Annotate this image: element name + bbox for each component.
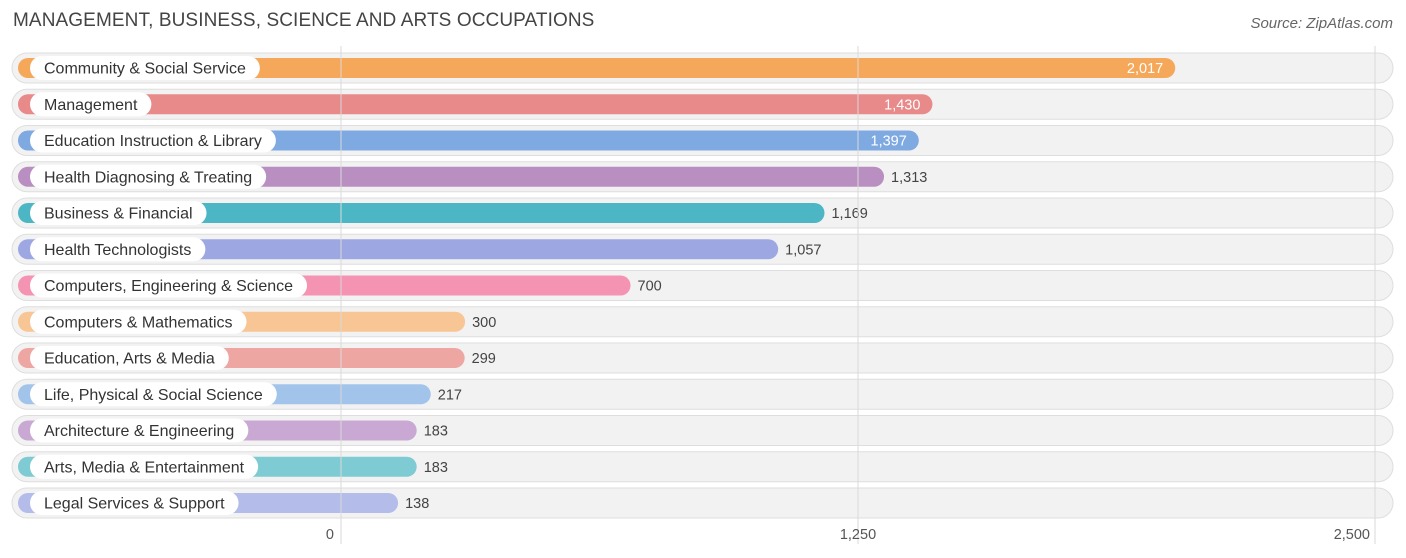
value-label: 1,057 — [785, 242, 821, 258]
bar — [18, 94, 933, 115]
gridlines — [340, 46, 1376, 544]
bar — [18, 203, 825, 223]
category-label-pill — [30, 164, 267, 189]
category-label-pill — [30, 56, 260, 80]
value-label: 1,430 — [884, 97, 920, 113]
category-label: Management — [44, 97, 138, 114]
category-label: Health Technologists — [44, 242, 191, 259]
category-label-pill — [30, 418, 249, 443]
category-label-pill — [30, 491, 239, 515]
category-label-pill — [30, 128, 276, 153]
value-label: 2,017 — [1127, 61, 1163, 77]
category-label-pill — [30, 92, 152, 117]
value-label: 1,169 — [831, 206, 867, 222]
tick-label: 0 — [326, 527, 334, 543]
category-label: Education Instruction & Library — [44, 133, 262, 150]
category-label-pill — [30, 346, 229, 370]
category-label-pill — [30, 309, 247, 334]
value-label: 1,313 — [891, 170, 927, 186]
value-label: 300 — [472, 315, 496, 331]
bar — [18, 58, 1176, 78]
value-label: 217 — [438, 387, 462, 403]
category-label: Health Diagnosing & Treating — [44, 169, 252, 186]
value-label: 138 — [405, 496, 429, 512]
category-label: Community & Social Service — [44, 61, 246, 78]
category-label-pill — [30, 273, 308, 298]
value-label: 183 — [424, 424, 448, 440]
value-label: 183 — [424, 460, 448, 476]
category-label: Arts, Media & Entertainment — [44, 459, 245, 476]
chart-title: MANAGEMENT, BUSINESS, SCIENCE AND ARTS O… — [13, 10, 595, 31]
category-label-pill — [30, 454, 259, 479]
category-label: Computers, Engineering & Science — [44, 278, 293, 295]
category-label: Architecture & Engineering — [44, 423, 234, 440]
category-label: Legal Services & Support — [44, 496, 225, 513]
category-label: Life, Physical & Social Science — [44, 387, 263, 404]
category-label: Education, Arts & Media — [44, 351, 215, 368]
category-label-pill — [30, 237, 206, 262]
tick-label: 2,500 — [1334, 527, 1370, 543]
bar — [18, 239, 779, 260]
value-label: 299 — [472, 351, 496, 367]
source-credit: Source: ZipAtlas.com — [1250, 15, 1393, 32]
x-axis-ticks: 0 1,250 2,500 — [326, 527, 1370, 543]
value-label: 700 — [638, 279, 662, 295]
category-label-pill — [30, 382, 277, 407]
category-label: Computers & Mathematics — [44, 314, 233, 331]
tick-label: 1,250 — [840, 527, 876, 543]
bar-rows: Community & Social Service 2,017 Managemen… — [11, 52, 1394, 519]
category-label-pill — [30, 201, 207, 225]
category-label: Business & Financial — [44, 206, 193, 223]
value-label: 1,397 — [871, 134, 907, 150]
